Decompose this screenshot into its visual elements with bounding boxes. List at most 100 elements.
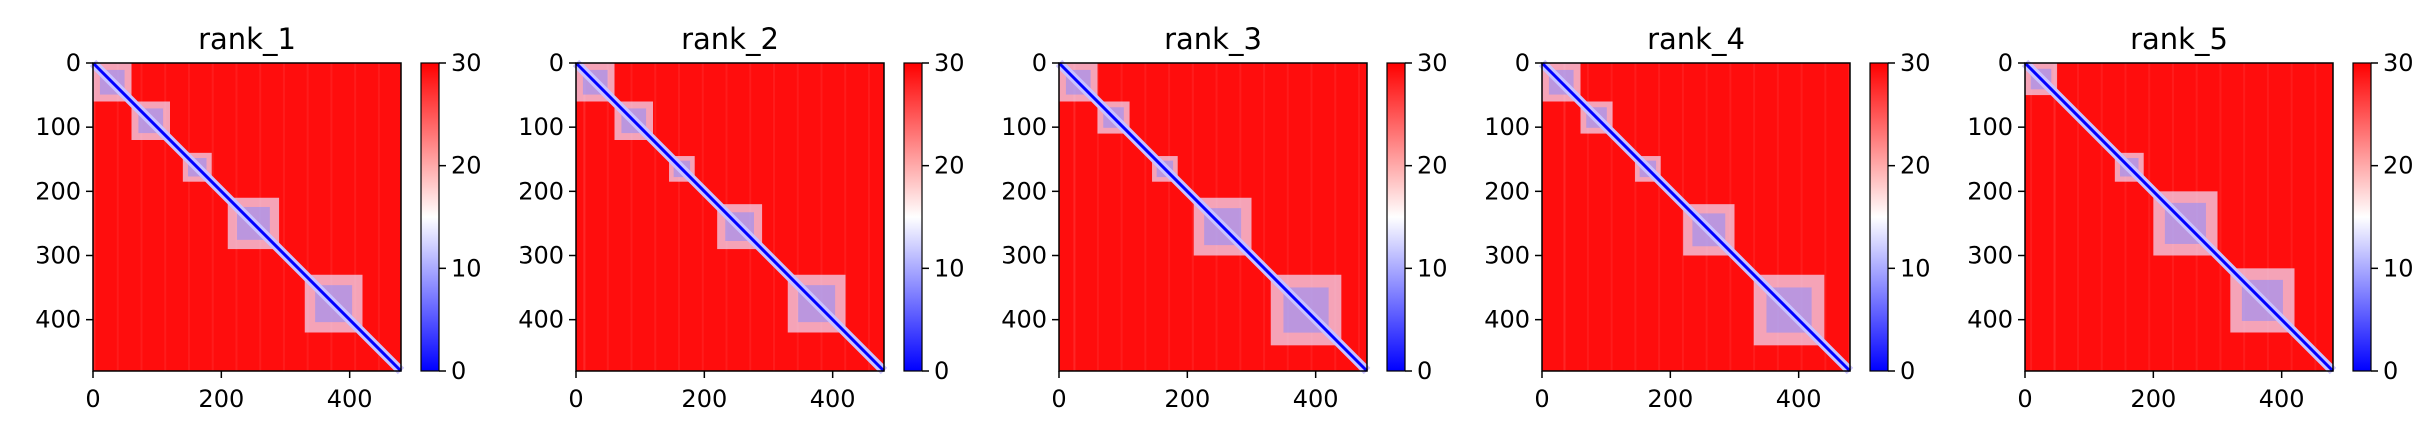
heatmap-texture — [164, 63, 167, 371]
heatmap-texture — [2148, 63, 2151, 371]
colorbar — [1869, 62, 1889, 372]
y-tick-label: 200 — [1001, 177, 1047, 205]
heatmap-texture — [1144, 63, 1147, 371]
heatmap-texture — [772, 63, 775, 371]
axes-frame — [575, 62, 885, 372]
x-tick-label: 400 — [1293, 385, 1339, 413]
heatmap-texture — [1800, 63, 1803, 371]
heatmap-texture — [2243, 63, 2246, 371]
panel-rank_1: rank_1 0 200 400 0 100 200 300 400 0 10 20 30 — [35, 22, 481, 413]
heatmap-texture — [377, 63, 380, 371]
heatmap-texture — [796, 63, 799, 371]
heatmap-diagonal — [574, 61, 886, 373]
colorbar-tick-label: 30 — [451, 49, 482, 77]
colorbar-tick-label: 10 — [451, 254, 482, 282]
colorbar-tick-label: 0 — [1417, 357, 1432, 385]
heatmap-texture — [606, 63, 609, 371]
heatmap-texture — [583, 63, 586, 371]
colorbar — [2352, 62, 2372, 372]
heatmap-texture — [1334, 63, 1337, 371]
colorbar-tick-label: 10 — [1900, 254, 1931, 282]
heatmap-texture — [93, 63, 96, 371]
y-tick-label: 100 — [35, 113, 81, 141]
heatmap-texture — [2124, 63, 2127, 371]
colorbar-tick-label: 20 — [1900, 152, 1931, 180]
y-tick-label: 100 — [1967, 113, 2013, 141]
x-tick-label: 200 — [1647, 385, 1693, 413]
chart-title: rank_5 — [2130, 22, 2228, 56]
x-tick-label: 400 — [810, 385, 856, 413]
heatmap-texture — [2219, 63, 2222, 371]
heatmap-texture — [1358, 63, 1361, 371]
colorbar-tick-label: 10 — [934, 254, 965, 282]
colorbar-tick-label: 30 — [2383, 49, 2414, 77]
x-tick-label: 200 — [2130, 385, 2176, 413]
heatmap-texture — [306, 63, 309, 371]
panel-rank_3: rank_3 0 200 400 0 100 200 300 400 0 10 20 30 — [1001, 22, 1447, 413]
heatmap-texture — [1563, 63, 1566, 371]
y-tick-label: 200 — [1484, 177, 1530, 205]
heatmap-texture — [2053, 63, 2056, 371]
panel-rank_4: rank_4 0 200 400 0 100 200 300 400 0 10 20 30 — [1484, 22, 1930, 413]
colorbar-tick-label: 20 — [2383, 152, 2414, 180]
heatmap-texture — [116, 63, 119, 371]
heatmap-texture — [330, 63, 333, 371]
heatmap-texture — [1586, 63, 1589, 371]
y-tick-label: 400 — [1967, 306, 2013, 334]
colorbar-tick-label: 0 — [1900, 357, 1915, 385]
heatmap-texture — [1310, 63, 1313, 371]
y-tick-label: 200 — [35, 177, 81, 205]
heatmap-texture — [844, 63, 847, 371]
colorbar — [903, 62, 923, 372]
x-tick-label: 0 — [1051, 385, 1066, 413]
y-tick-label: 100 — [1484, 113, 1530, 141]
heatmap-texture — [1753, 63, 1756, 371]
heatmap-texture — [1286, 63, 1289, 371]
heatmap-texture — [820, 63, 823, 371]
colorbar-tick-label: 0 — [451, 357, 466, 385]
x-tick-label: 200 — [681, 385, 727, 413]
y-tick-label: 0 — [66, 49, 81, 77]
heatmap-texture — [211, 63, 214, 371]
heatmap-diagonal — [1057, 61, 1369, 373]
heatmap-texture — [354, 63, 357, 371]
chart-title: rank_1 — [198, 22, 296, 56]
chart-title: rank_4 — [1647, 22, 1745, 56]
y-tick-label: 0 — [1998, 49, 2013, 77]
colorbar-tick-label: 30 — [934, 49, 965, 77]
y-tick-label: 300 — [1967, 242, 2013, 270]
colorbar-tick-label: 0 — [934, 357, 949, 385]
heatmap-texture — [2314, 63, 2317, 371]
colorbar-tick-label: 30 — [1417, 49, 1448, 77]
y-tick-label: 300 — [35, 242, 81, 270]
heatmap-texture — [583, 63, 586, 371]
chart-title: rank_2 — [681, 22, 779, 56]
heatmap-texture — [187, 63, 190, 371]
axes-frame — [1058, 62, 1368, 372]
y-tick-label: 0 — [549, 49, 564, 77]
y-tick-label: 400 — [1001, 306, 1047, 334]
colorbar-tick-label: 10 — [1417, 254, 1448, 282]
heatmap-texture — [1191, 63, 1194, 371]
heatmap-texture — [1848, 63, 1851, 371]
x-tick-label: 0 — [2017, 385, 2032, 413]
colorbar-tick-label: 20 — [451, 152, 482, 180]
y-tick-label: 300 — [1484, 242, 1530, 270]
heatmap-texture — [1073, 63, 1076, 371]
heatmap-texture — [2053, 63, 2056, 371]
y-tick-label: 400 — [1484, 306, 1530, 334]
colorbar — [420, 62, 440, 372]
y-tick-label: 200 — [518, 177, 564, 205]
heatmap-texture — [282, 63, 285, 371]
x-tick-label: 200 — [198, 385, 244, 413]
colorbar — [1386, 62, 1406, 372]
heatmap-texture — [2076, 63, 2079, 371]
heatmap-diagonal — [1540, 61, 1852, 373]
y-tick-label: 100 — [518, 113, 564, 141]
heatmap-texture — [1120, 63, 1123, 371]
heatmap-texture — [630, 63, 633, 371]
panel-rank_2: rank_2 0 200 400 0 100 200 300 400 0 10 20 30 — [518, 22, 964, 413]
x-tick-label: 0 — [568, 385, 583, 413]
heatmap-texture — [2030, 63, 2033, 371]
